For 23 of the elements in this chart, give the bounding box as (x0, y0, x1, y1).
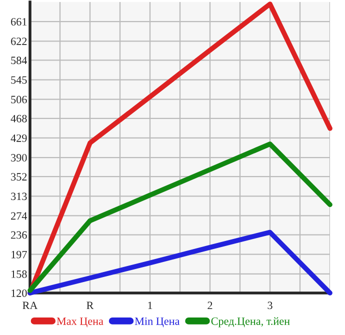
y-tick-label: 313 (11, 192, 27, 200)
y-tick-label: 197 (12, 250, 27, 258)
y-tick-label: 158 (12, 270, 27, 278)
legend-label: Min Цена (134, 317, 180, 328)
y-tick-label: 545 (11, 76, 27, 84)
y-tick-label: 390 (11, 154, 27, 162)
y-tick-label: 468 (10, 114, 27, 122)
y-tick-label: 236 (11, 231, 27, 239)
legend-label: Max Цена (56, 318, 104, 328)
y-tick-label: 352 (11, 173, 27, 181)
x-tick-label: 1 (148, 302, 152, 310)
y-tick-label: 584 (11, 56, 28, 64)
legend-label: Сред.Цена, т.йен (211, 317, 290, 328)
y-tick-label: 274 (11, 212, 28, 220)
x-tick-label: RA (22, 302, 38, 310)
x-tick-label: 3 (268, 302, 272, 310)
y-tick-label: 661 (11, 18, 27, 26)
y-tick-label: 622 (11, 38, 27, 46)
y-tick-label: 429 (10, 134, 27, 142)
x-tick-label: R (86, 302, 94, 310)
y-tick-label: 120 (12, 289, 27, 297)
y-tick-label: 506 (11, 96, 27, 104)
x-tick-label: 2 (208, 302, 212, 310)
